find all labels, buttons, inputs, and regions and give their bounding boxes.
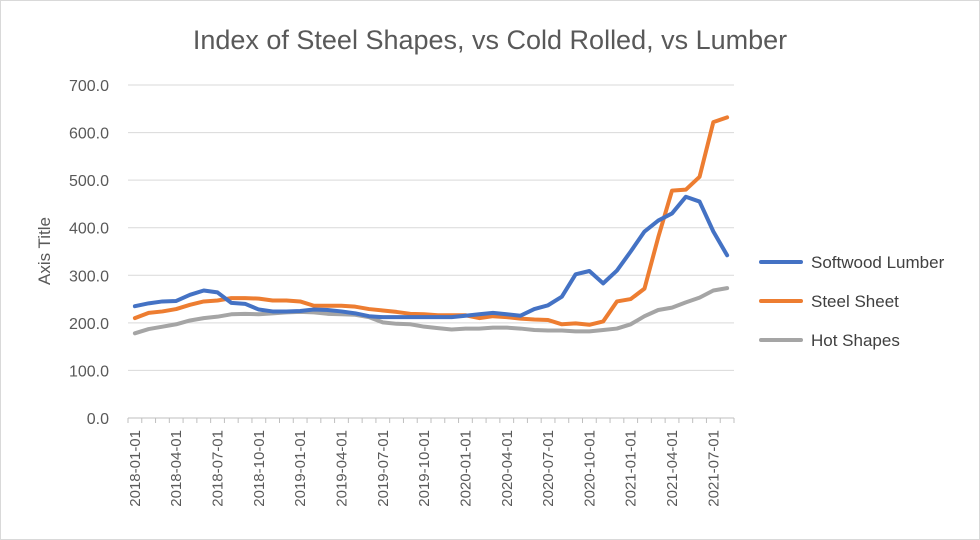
x-tick-label: 2021-04-01 <box>664 430 681 507</box>
x-tick-label: 2021-01-01 <box>623 430 640 507</box>
x-tick-label: 2019-10-01 <box>416 430 433 507</box>
gridlines <box>127 84 735 423</box>
x-tick-label: 2018-10-01 <box>251 430 268 507</box>
x-tick-label: 2020-01-01 <box>457 430 474 507</box>
x-tick-label: 2020-10-01 <box>581 430 598 507</box>
x-tick-label: 2020-07-01 <box>540 430 557 507</box>
x-tick-label: 2019-01-01 <box>292 430 309 507</box>
y-tick-label: 0.0 <box>87 411 109 428</box>
x-tick-label: 2019-07-01 <box>375 430 392 507</box>
x-tick-label: 2021-07-01 <box>705 430 722 507</box>
y-tick-label: 300.0 <box>69 268 109 285</box>
legend-label: Softwood Lumber <box>811 253 945 272</box>
x-tick-label: 2020-04-01 <box>499 430 516 507</box>
series-line-hot-shapes <box>132 286 730 336</box>
y-tick-label: 100.0 <box>69 363 109 380</box>
x-tick-label: 2019-04-01 <box>333 430 350 507</box>
y-tick-label: 700.0 <box>69 78 109 95</box>
legend: Softwood Lumber Steel Sheet Hot Shapes <box>759 253 945 350</box>
series-line-softwood-lumber <box>132 194 730 320</box>
y-tick-label: 400.0 <box>69 221 109 238</box>
x-tick-label: 2018-07-01 <box>210 430 227 507</box>
y-tick-label: 500.0 <box>69 173 109 190</box>
y-tick-label: 200.0 <box>69 316 109 333</box>
x-axis-ticks: 2018-01-01 2018-04-01 2018-07-01 2018-10-01… <box>127 430 722 507</box>
y-axis-title: Axis Title <box>35 217 54 285</box>
series-lines <box>132 115 730 336</box>
legend-label: Hot Shapes <box>811 331 900 350</box>
x-tick-label: 2018-01-01 <box>127 430 144 507</box>
chart-title: Index of Steel Shapes, vs Cold Rolled, v… <box>193 25 787 55</box>
x-tick-label: 2018-04-01 <box>168 430 185 507</box>
y-axis-ticks: 0.0 100.0 200.0 300.0 400.0 500.0 600.0 700.0 <box>69 78 109 428</box>
legend-label: Steel Sheet <box>811 292 899 311</box>
y-tick-label: 600.0 <box>69 126 109 143</box>
series-line-steel-sheet <box>132 115 730 327</box>
